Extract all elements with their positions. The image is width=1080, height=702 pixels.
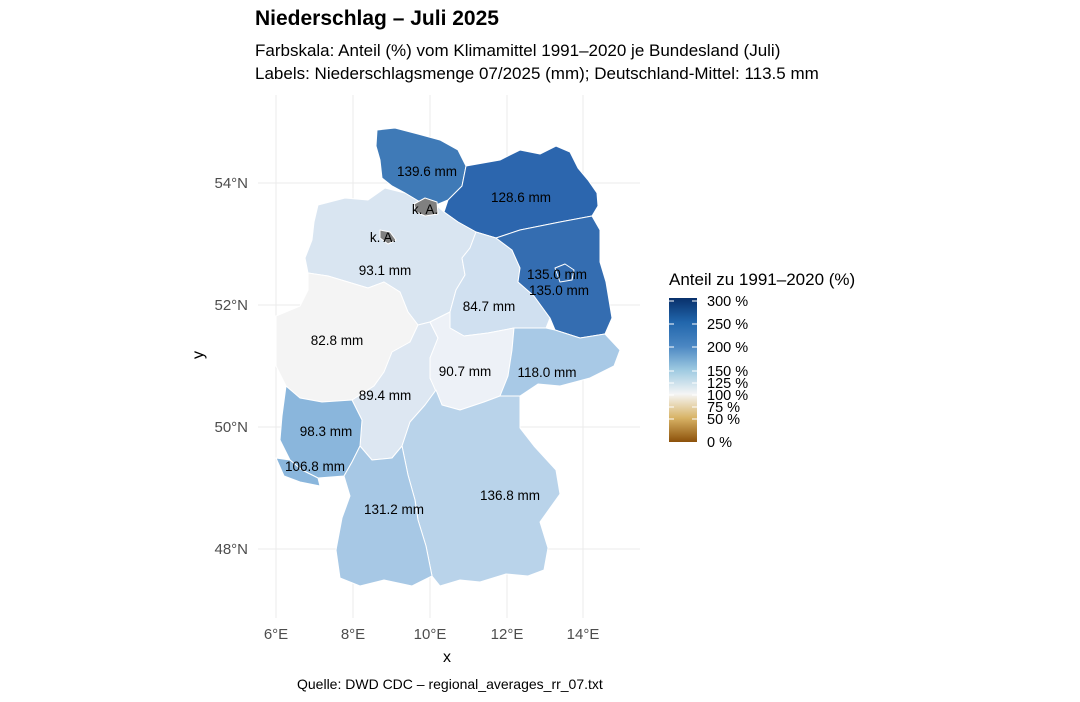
- chart-subtitle-line-1: Farbskala: Anteil (%) vom Klimamittel 19…: [255, 41, 781, 60]
- x-tick-label: 8°E: [341, 626, 365, 643]
- state-value-label: 118.0 mm: [517, 365, 576, 380]
- x-tick-label: 14°E: [567, 626, 600, 643]
- state-value-label: 136.8 mm: [480, 488, 540, 503]
- state-value-label: 139.6 mm: [397, 164, 457, 179]
- source-caption: Quelle: DWD CDC – regional_averages_rr_0…: [297, 676, 603, 692]
- region-schleswig-holstein: [375, 127, 467, 206]
- color-legend: 300 % 250 % 200 % 150 % 125 % 100 % 75 %…: [669, 294, 748, 451]
- region-baden-wuerttemberg: [335, 445, 433, 587]
- legend-label: 0 %: [707, 435, 732, 451]
- state-value-label: 90.7 mm: [439, 364, 492, 379]
- region-bremen: [379, 229, 397, 245]
- x-tick-label: 6°E: [264, 626, 288, 643]
- legend-label: 150 %: [707, 364, 748, 380]
- y-tick-label: 50°N: [214, 419, 248, 436]
- y-axis-title: y: [190, 351, 207, 359]
- legend-colorbar: [669, 298, 697, 442]
- state-value-label: k. A.: [412, 202, 438, 217]
- state-value-label: 93.1 mm: [359, 263, 412, 278]
- state-polygons: [275, 127, 621, 587]
- chart-title: Niederschlag – Juli 2025: [255, 7, 499, 30]
- legend-label: 200 %: [707, 340, 748, 356]
- legend-label: 75 %: [707, 400, 740, 416]
- state-value-label: 131.2 mm: [364, 502, 424, 517]
- x-tick-label: 10°E: [414, 626, 447, 643]
- legend-label: 125 %: [707, 376, 748, 392]
- y-tick-label: 52°N: [214, 297, 248, 314]
- y-tick-label: 54°N: [214, 175, 248, 192]
- region-saarland: [275, 457, 321, 487]
- state-value-label: 82.8 mm: [311, 333, 364, 348]
- legend-label: 250 %: [707, 317, 748, 333]
- legend-label: 50 %: [707, 412, 740, 428]
- state-value-label: 89.4 mm: [359, 388, 412, 403]
- x-tick-label: 12°E: [491, 626, 524, 643]
- y-axis-ticks: 54°N 52°N 50°N 48°N: [214, 175, 248, 558]
- state-value-label: 84.7 mm: [463, 299, 516, 314]
- legend-label: 300 %: [707, 294, 748, 310]
- chart-subtitle-line-2: Labels: Niederschlagsmenge 07/2025 (mm);…: [255, 64, 819, 83]
- state-labels: 139.6 mm 128.6 mm k. A. k. A. 93.1 mm 13…: [285, 164, 589, 517]
- x-axis-title: x: [443, 649, 451, 666]
- region-sachsen: [499, 327, 621, 397]
- state-value-label: 98.3 mm: [300, 424, 353, 439]
- region-hamburg: [413, 197, 439, 217]
- region-berlin: [554, 263, 575, 283]
- state-value-label: 128.6 mm: [491, 190, 551, 205]
- legend-title: Anteil zu 1991–2020 (%): [669, 270, 856, 289]
- state-value-label: k. A.: [370, 230, 396, 245]
- state-value-label: 135.0 mm: [527, 267, 587, 282]
- legend-label: 100 %: [707, 388, 748, 404]
- state-value-label: 135.0 mm: [529, 283, 589, 298]
- y-tick-label: 48°N: [214, 541, 248, 558]
- x-axis-ticks: 6°E 8°E 10°E 12°E 14°E: [264, 626, 600, 643]
- state-value-label: 106.8 mm: [285, 459, 345, 474]
